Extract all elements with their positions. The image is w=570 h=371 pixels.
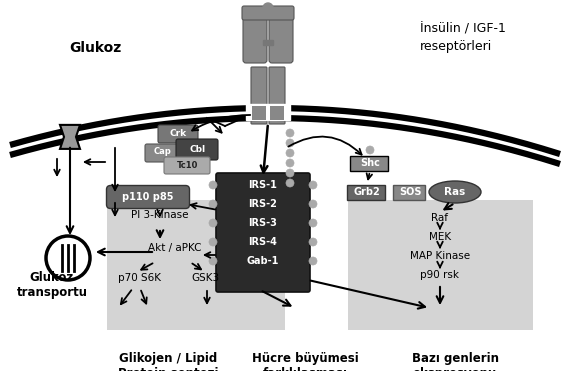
Circle shape [309,219,317,227]
Bar [347,185,385,200]
Circle shape [286,139,294,147]
Circle shape [209,200,217,208]
Text: p110 p85: p110 p85 [122,192,174,202]
Text: IRS-4: IRS-4 [249,237,278,247]
Text: Glikojen / Lipid
Protein sentezi: Glikojen / Lipid Protein sentezi [118,352,218,371]
Circle shape [286,179,294,187]
Circle shape [209,181,217,189]
Text: SOS: SOS [399,187,421,197]
Ellipse shape [429,181,481,203]
Text: IRS-1: IRS-1 [249,180,278,190]
Text: Glukoz
transportu: Glukoz transportu [17,271,88,299]
Text: Bazı genlerin
ekspresyonu: Bazı genlerin ekspresyonu [412,352,499,371]
FancyBboxPatch shape [158,125,198,143]
Text: Raf: Raf [431,213,449,223]
Text: PI 3-Kinase: PI 3-Kinase [131,210,189,220]
Text: GSK3: GSK3 [191,273,219,283]
FancyBboxPatch shape [269,12,293,63]
Text: p90 rsk: p90 rsk [421,270,459,280]
Bar [393,185,425,200]
Polygon shape [60,125,80,149]
Circle shape [286,169,294,177]
Text: Grb2: Grb2 [353,187,380,197]
Circle shape [309,257,317,265]
Text: Cbl: Cbl [190,144,206,154]
Text: Tc10: Tc10 [177,161,199,170]
Circle shape [209,238,217,246]
FancyBboxPatch shape [176,139,218,160]
Text: Gab-1: Gab-1 [247,256,279,266]
Text: p70 S6K: p70 S6K [119,273,161,283]
Text: MEK: MEK [429,232,451,242]
FancyBboxPatch shape [164,157,210,174]
Circle shape [309,181,317,189]
Circle shape [286,159,294,167]
Circle shape [263,3,273,13]
Text: Ras: Ras [445,187,466,197]
FancyBboxPatch shape [243,12,267,63]
FancyBboxPatch shape [251,67,267,124]
Text: IRS-3: IRS-3 [249,218,278,228]
Circle shape [286,129,294,137]
Circle shape [46,236,90,280]
Bar [263,40,273,45]
FancyBboxPatch shape [269,67,285,124]
Bar [252,106,266,120]
Text: Akt / aPKC: Akt / aPKC [148,243,202,253]
Text: Hücre büyümesi
farklılaşması: Hücre büyümesi farklılaşması [251,352,359,371]
Circle shape [309,238,317,246]
Text: IRS-2: IRS-2 [249,199,278,209]
Polygon shape [10,108,560,164]
Circle shape [209,257,217,265]
Bar [350,156,388,171]
FancyBboxPatch shape [145,144,181,162]
Text: Glukoz: Glukoz [69,41,121,55]
Text: Shc: Shc [360,158,380,168]
FancyBboxPatch shape [216,173,310,292]
Bar [246,104,290,120]
Bar [348,200,533,330]
Circle shape [286,149,294,157]
FancyBboxPatch shape [107,186,189,209]
Circle shape [209,219,217,227]
Bar [270,106,284,120]
Text: MAP Kinase: MAP Kinase [410,251,470,261]
Bar [107,200,285,330]
Text: İnsülin / IGF-1
reseptörleri: İnsülin / IGF-1 reseptörleri [420,22,506,53]
FancyBboxPatch shape [242,6,294,20]
Circle shape [309,200,317,208]
Circle shape [366,146,374,154]
Text: Cap: Cap [154,148,172,157]
Text: Crk: Crk [169,128,186,138]
